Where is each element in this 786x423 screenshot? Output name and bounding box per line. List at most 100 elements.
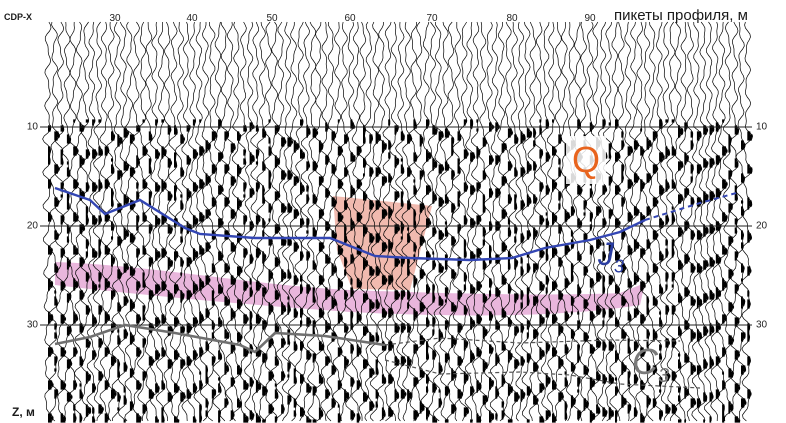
seismic-trace (117, 21, 130, 422)
seismic-trace (704, 21, 716, 422)
seismic-trace (363, 21, 375, 422)
seismic-trace (313, 21, 325, 422)
layer-label-c3-base: C (632, 341, 658, 382)
seismic-trace (143, 21, 155, 422)
seismic-trace (326, 21, 338, 422)
seismic-trace (527, 21, 539, 422)
horizon-j3-c3-boundary (54, 323, 386, 354)
seismic-trace-fill (564, 143, 570, 420)
seismic-trace (684, 21, 697, 422)
picket-tick: 30 (109, 13, 121, 24)
seismic-trace-fill (300, 119, 305, 417)
seismic-trace-fill (652, 131, 659, 408)
seismic-trace-fill (684, 122, 690, 423)
seismic-trace-fill (463, 119, 469, 417)
seismic-trace-fill (495, 122, 501, 420)
depth-tick-right: 20 (756, 220, 768, 232)
layer-label-j3-base: J (598, 236, 614, 272)
seismic-trace-fill (117, 134, 123, 411)
seismic-trace-fill (142, 119, 148, 414)
seismic-trace-fill (558, 134, 564, 402)
seismic-trace-fill (331, 131, 337, 408)
seismic-trace (496, 21, 508, 422)
depth-tick-left: 30 (26, 319, 38, 331)
seismic-trace-fill (507, 128, 513, 423)
seismic-trace-fill (230, 143, 237, 420)
seismic-trace-fill (438, 131, 444, 408)
seismic-trace-fill (489, 122, 494, 423)
seismic-trace-fill (224, 131, 230, 408)
picket-tick: 50 (266, 13, 278, 24)
layer-label-c3: C3 (632, 342, 669, 396)
seismic-trace-fill (54, 131, 60, 399)
seismic-trace (225, 21, 237, 422)
seismic-trace (691, 21, 703, 422)
seismic-trace (281, 21, 294, 422)
seismic-trace-fill (306, 125, 312, 423)
seismic-trace (603, 21, 615, 422)
seismic-trace (508, 21, 520, 422)
layer-label-j3-sub: 3 (614, 256, 625, 277)
seismic-trace (628, 21, 640, 422)
seismic-trace (476, 21, 489, 422)
seismic-trace (514, 21, 526, 422)
depth-unit-label: Z, м (12, 405, 35, 419)
seismic-trace (338, 21, 350, 422)
seismic-trace-fill (262, 128, 268, 423)
seismic-trace-fill (73, 119, 79, 423)
seismic-trace (401, 21, 413, 422)
seismic-trace (269, 21, 281, 422)
seismic-trace-fill (690, 131, 696, 408)
seismic-trace-fill (747, 131, 753, 399)
seismic-trace (376, 21, 388, 422)
seismic-traces (42, 21, 753, 423)
picket-tick: 40 (186, 13, 198, 24)
seismic-trace-fill (722, 119, 728, 423)
layer-label-c3-sub: 3 (658, 365, 670, 388)
seismic-trace-fill (413, 119, 419, 420)
seismic-trace-fill (526, 128, 532, 423)
picket-tick: 80 (506, 13, 518, 24)
seismic-trace (722, 21, 735, 422)
horizon-c3-dashed-upper (384, 337, 681, 346)
seismic-trace-fill (539, 119, 545, 423)
seismic-trace-fill (312, 128, 318, 423)
seismic-trace-fill (514, 134, 520, 402)
seismic-trace-fill (470, 119, 476, 423)
picket-tick: 60 (344, 13, 356, 24)
seismic-trace (111, 21, 123, 422)
seismic-trace-fill (199, 119, 205, 423)
seismic-trace (369, 21, 382, 422)
seismic-trace (48, 21, 61, 422)
seismic-trace-fill (318, 140, 325, 420)
seismic-trace (741, 21, 753, 422)
seismic-trace (414, 21, 426, 422)
layer-label-j3: J3 (598, 236, 624, 284)
reflector-band-j3 (55, 262, 645, 316)
seismic-trace (445, 21, 457, 421)
seismic-trace (615, 21, 627, 422)
seismic-trace (439, 21, 451, 422)
seismic-trace-fill (155, 119, 161, 423)
seismic-trace-fill (123, 128, 129, 423)
seismic-trace (61, 21, 73, 422)
seismic-trace-fill (192, 119, 199, 423)
seismic-trace-fill (432, 125, 438, 423)
seismic-trace (219, 21, 231, 422)
seismic-trace (552, 21, 564, 422)
depth-tick-left: 20 (26, 220, 38, 232)
seismic-trace-fill (696, 131, 703, 408)
seismic-trace (389, 21, 401, 422)
seismic-trace (357, 21, 369, 422)
seismic-trace-fill (741, 140, 747, 408)
horizon-c3-dashed-lower (384, 359, 701, 389)
seismic-trace-fill (337, 119, 344, 423)
seismic-trace (451, 22, 464, 422)
seismic-trace-fill (520, 131, 526, 402)
depth-tick-left: 10 (26, 121, 38, 133)
seismic-trace-fill (381, 140, 388, 420)
seismic-trace (162, 21, 174, 422)
seismic-trace-fill (608, 122, 615, 420)
seismic-trace-fill (274, 125, 281, 423)
seismic-trace-fill (734, 125, 741, 423)
